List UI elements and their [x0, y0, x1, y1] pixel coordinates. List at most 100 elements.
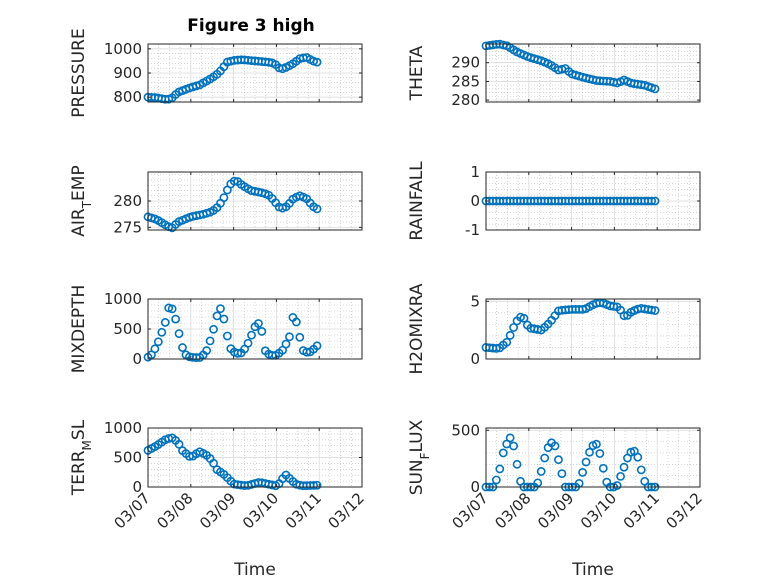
- data-point: [491, 343, 501, 353]
- data-point: [312, 480, 322, 490]
- data-point: [512, 459, 522, 469]
- data-point: [650, 306, 660, 315]
- data-series: [143, 303, 322, 362]
- y-tick-label: 500: [113, 320, 142, 338]
- y-tick-label: 0: [132, 478, 142, 496]
- data-point: [578, 468, 588, 477]
- data-point: [295, 332, 305, 342]
- axes-box: [485, 298, 701, 360]
- data-point: [302, 347, 312, 357]
- data-point: [491, 475, 501, 485]
- data-point: [495, 464, 505, 474]
- data-point: [612, 481, 622, 490]
- data-point: [178, 343, 187, 352]
- data-point: [616, 471, 625, 481]
- data-point: [229, 176, 239, 186]
- data-point: [150, 344, 160, 354]
- figure-title: Figure 3 high: [187, 16, 315, 36]
- y-axis-label: THETA: [407, 45, 427, 101]
- data-point: [233, 348, 243, 358]
- data-point: [581, 457, 591, 467]
- data-point: [619, 462, 629, 472]
- data-point: [647, 196, 657, 206]
- data-point: [598, 463, 608, 473]
- data-point: [536, 467, 546, 476]
- y-tick-label: 0: [470, 478, 480, 496]
- y-tick-label: 0: [470, 192, 480, 210]
- y-tick-label: 280: [451, 91, 480, 109]
- data-point: [647, 305, 657, 315]
- y-tick-label: 275: [113, 218, 142, 236]
- data-point: [619, 311, 629, 321]
- data-point: [312, 57, 322, 67]
- data-point: [309, 480, 319, 490]
- data-point: [505, 433, 515, 443]
- y-axis-label: RAINFALL: [407, 161, 427, 241]
- data-point: [557, 469, 567, 479]
- data-point: [247, 330, 256, 340]
- subplot-1: 800 900 1000 PRESSURE: [69, 28, 363, 118]
- data-point: [312, 204, 322, 214]
- data-point: [174, 439, 184, 449]
- y-axis-label: AIRTEMP: [69, 165, 94, 236]
- data-point: [533, 478, 543, 488]
- data-point: [609, 301, 619, 311]
- data-point: [209, 324, 218, 334]
- data-series: [143, 53, 322, 104]
- y-tick-label: 290: [451, 54, 480, 72]
- data-point: [291, 317, 301, 327]
- data-series: [143, 176, 322, 233]
- data-point: [174, 329, 184, 338]
- data-point: [209, 458, 218, 468]
- data-point: [509, 441, 519, 451]
- subplot-4: -1 0 1 RAINFALL: [407, 161, 701, 241]
- y-axis-label: TERRMSL: [69, 419, 94, 496]
- y-tick-label: 800: [113, 88, 142, 106]
- data-point: [219, 193, 229, 202]
- data-point: [285, 332, 294, 342]
- data-point: [167, 304, 177, 314]
- data-point: [509, 323, 519, 332]
- data-point: [650, 196, 660, 206]
- data-series: [481, 298, 660, 353]
- y-tick-label: 1000: [104, 40, 142, 58]
- data-point: [257, 327, 267, 336]
- data-point: [636, 465, 646, 475]
- y-axis-label: MIXDEPTH: [69, 285, 89, 374]
- data-series: [481, 196, 660, 206]
- data-point: [519, 313, 529, 323]
- data-point: [585, 447, 594, 457]
- data-point: [205, 336, 215, 346]
- data-point: [160, 318, 170, 327]
- y-tick-label: 5: [470, 292, 480, 310]
- data-point: [540, 453, 550, 463]
- x-axis-label: Time: [571, 560, 614, 580]
- data-point: [222, 331, 232, 341]
- data-series: [143, 433, 322, 491]
- subplot-6: 0 5 H2OMIXRA: [407, 283, 701, 375]
- data-point: [595, 449, 605, 458]
- y-tick-label: -1: [465, 221, 480, 239]
- data-point: [312, 341, 322, 351]
- data-point: [554, 455, 563, 465]
- data-point: [216, 304, 225, 314]
- y-tick-label: 280: [113, 192, 142, 210]
- y-tick-label: 900: [113, 64, 142, 82]
- data-point: [171, 314, 181, 324]
- y-tick-label: 0: [470, 350, 480, 368]
- data-point: [633, 452, 643, 462]
- data-point: [219, 314, 229, 324]
- data-point: [254, 319, 263, 328]
- subplot-5: 0 500 1000 MIXDEPTH: [69, 285, 363, 374]
- subplot-3: 275 280 AIRTEMP: [69, 165, 363, 237]
- data-point: [243, 338, 253, 348]
- data-series: [481, 39, 660, 94]
- x-axis-label: Time: [233, 560, 276, 580]
- data-series: [481, 433, 660, 492]
- axes-box: [485, 43, 701, 103]
- y-tick-label: 1000: [104, 290, 142, 308]
- y-tick-label: 0: [132, 350, 142, 368]
- y-axis-label: SUNFLUX: [407, 419, 432, 495]
